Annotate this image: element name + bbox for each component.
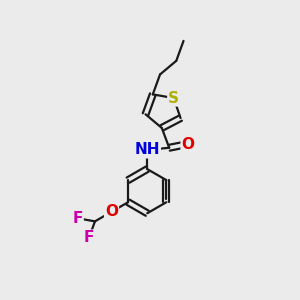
Text: O: O [182,136,194,152]
Text: F: F [84,230,94,245]
Text: O: O [105,204,118,219]
Text: F: F [72,211,83,226]
Text: S: S [168,91,179,106]
Text: NH: NH [134,142,160,158]
